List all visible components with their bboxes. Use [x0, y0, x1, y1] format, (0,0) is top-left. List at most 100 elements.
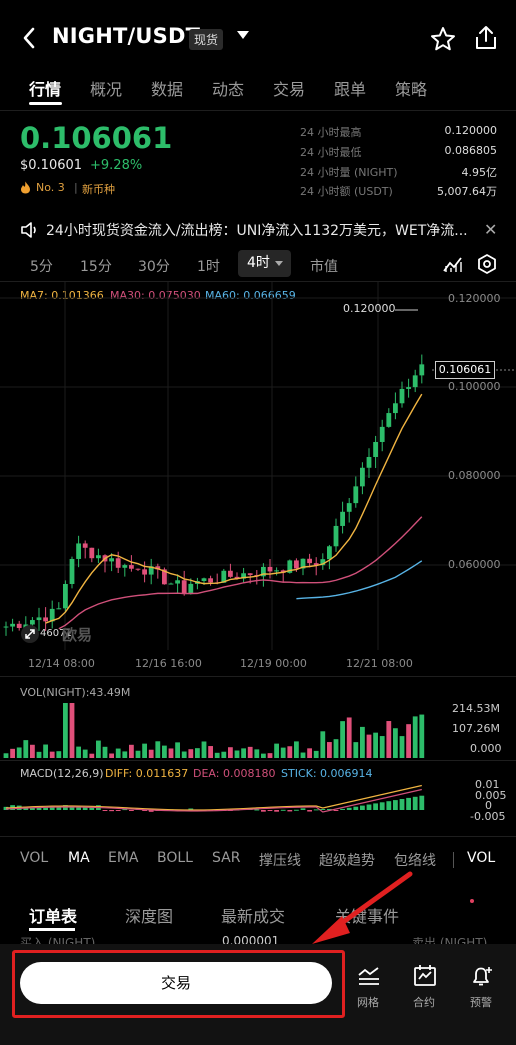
interval-5m[interactable]: 5分 [30, 259, 53, 275]
indicator-chart-icon[interactable] [443, 255, 463, 273]
candle-body [340, 511, 345, 526]
tab-key-events[interactable]: 关键事件 [335, 907, 400, 926]
macd-bar [30, 807, 35, 810]
macd-bar [313, 809, 319, 811]
candle-body [379, 426, 385, 442]
alert-bell-icon[interactable] [470, 965, 494, 987]
candle-body [294, 560, 299, 569]
fullscreen-expand-icon[interactable] [20, 624, 40, 644]
candlestick-chart[interactable] [0, 282, 516, 650]
candle-body [274, 570, 279, 572]
candle-body [327, 546, 332, 560]
stat-value-24h-turnover: 5,007.64万 [437, 185, 497, 198]
macd-bar [122, 809, 128, 811]
stat-value-24h-high: 0.120000 [444, 124, 498, 137]
volume-bar [247, 746, 253, 758]
ma60-legend: MA60: 0.066659 [205, 289, 296, 302]
indicator-support-resistance[interactable]: 撑压线 [259, 853, 301, 869]
candle-body [115, 558, 121, 568]
grid-bot-icon[interactable] [357, 965, 381, 987]
price-axis-label: 0.060000 [448, 558, 501, 571]
tab-latest-trades[interactable]: 最新成交 [221, 907, 286, 926]
interval-1h[interactable]: 1时 [197, 259, 220, 275]
price-axis-label: 0.100000 [448, 380, 501, 393]
volume-bar [96, 740, 101, 758]
volume-bar [148, 749, 154, 758]
indicator-sar[interactable]: SAR [212, 850, 241, 866]
back-arrow-icon[interactable] [22, 27, 44, 53]
candle-body [313, 563, 319, 566]
indicator-vol[interactable]: VOL [20, 850, 49, 866]
market-type-badge: 现货 [189, 29, 224, 50]
tab-depth-chart[interactable]: 深度图 [125, 907, 174, 926]
macd-bar [109, 810, 114, 812]
macd-title: MACD(12,26,9) [20, 767, 104, 780]
indicator-boll[interactable]: BOLL [157, 850, 193, 866]
volume-bar [49, 751, 55, 758]
tab-trade[interactable]: 交易 [273, 80, 306, 99]
macd-bar [188, 808, 194, 810]
volume-bar [353, 742, 359, 758]
tab-data[interactable]: 数据 [151, 80, 184, 99]
stat-value-24h-volume: 4.95亿 [461, 166, 498, 179]
interval-30m[interactable]: 30分 [138, 259, 170, 275]
low-marker-label: 46071 [40, 628, 72, 639]
macd-bar [320, 808, 326, 810]
tab-order-book[interactable]: 订单表 [29, 907, 78, 926]
macd-bar [142, 810, 147, 811]
volume-bar [379, 736, 385, 758]
trading-pair-title[interactable]: NIGHT/USDT [52, 24, 201, 48]
close-icon[interactable]: ✕ [484, 220, 498, 239]
macd-bar [366, 804, 372, 810]
volume-bar [406, 724, 411, 758]
tab-feed[interactable]: 动态 [212, 80, 245, 99]
volume-bar [3, 753, 9, 758]
volume-bar [373, 732, 378, 758]
trade-button[interactable]: 交易 [20, 962, 332, 1004]
macd-diff: DIFF: 0.011637 [105, 767, 189, 780]
interval-15m[interactable]: 15分 [80, 259, 112, 275]
announcement-ticker[interactable]: 24小时现货资金流入/流出榜：UNI净流入1132万美元，WET净流... [46, 223, 468, 239]
tab-market[interactable]: 行情 [29, 80, 62, 99]
alert-label[interactable]: 预警 [470, 996, 492, 1009]
candle-body [333, 525, 339, 547]
volume-bar [82, 749, 88, 758]
candle-body [142, 569, 147, 575]
indicator-supertrend[interactable]: 超级趋势 [319, 853, 375, 869]
macd-bar [56, 806, 62, 810]
indicator-ma[interactable]: MA [68, 850, 90, 866]
favorite-star-icon[interactable] [430, 26, 456, 52]
interval-4h[interactable]: 4时 [238, 250, 291, 277]
settings-hexagon-icon[interactable] [477, 254, 497, 274]
indicator-vol-sub[interactable]: VOL [467, 850, 496, 866]
rank-separator: | [74, 181, 78, 194]
high-marker-label: 0.120000 [343, 302, 396, 315]
candle-body [201, 578, 207, 582]
macd-bar [287, 810, 293, 812]
interval-4h-label: 4时 [247, 255, 270, 271]
tab-copytrade[interactable]: 跟单 [334, 80, 367, 99]
share-icon[interactable] [474, 25, 498, 51]
candle-body [412, 375, 418, 388]
highlight-box [12, 950, 345, 1018]
tab-strategy[interactable]: 策略 [395, 80, 428, 99]
indicator-ema[interactable]: EMA [108, 850, 139, 866]
macd-bar [49, 805, 55, 810]
volume-bar [129, 744, 134, 758]
contract-icon[interactable] [413, 965, 437, 987]
candle-body [386, 413, 392, 427]
macd-bar [360, 805, 365, 810]
candle-body [399, 388, 405, 404]
stat-value-24h-low: 0.086805 [444, 144, 498, 157]
indicator-envelope[interactable]: 包络线 [394, 853, 436, 869]
contract-label[interactable]: 合约 [413, 996, 435, 1009]
pair-dropdown-icon[interactable] [237, 31, 249, 39]
macd-bar [76, 806, 81, 810]
tab-overview[interactable]: 概况 [90, 80, 123, 99]
grid-label[interactable]: 网格 [357, 996, 379, 1009]
macd-bar [115, 810, 121, 811]
interval-market-cap[interactable]: 市值 [310, 259, 338, 275]
date-axis-label: 12/14 08:00 [28, 657, 95, 670]
stat-label-24h-high: 24 小时最高 [300, 126, 362, 139]
volume-bar [30, 744, 35, 758]
